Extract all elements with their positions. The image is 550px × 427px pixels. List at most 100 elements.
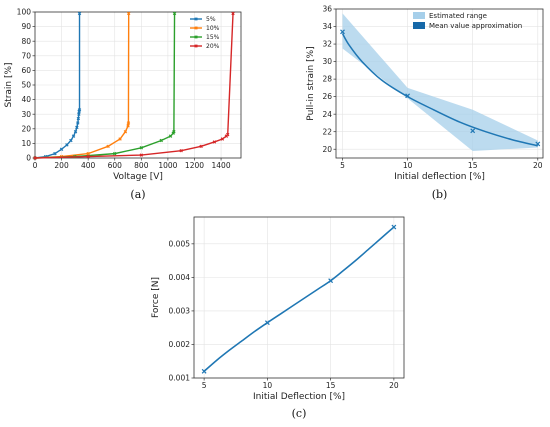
chart-b-ytick-label: 32 xyxy=(322,40,332,49)
chart-c-data-point xyxy=(264,320,270,326)
chart-a-series-2-point xyxy=(172,129,176,134)
chart-c-ytick-label: 0.002 xyxy=(169,340,191,349)
chart-a-series-0-point xyxy=(76,121,80,125)
chart-a-series-1-point xyxy=(126,121,131,125)
chart-a-series-0-point xyxy=(77,108,82,112)
chart-a-series-2-point xyxy=(113,151,117,156)
chart-a-series-3-point xyxy=(33,156,37,160)
chart-a-series-0-point xyxy=(76,116,81,121)
chart-a-series-1-point xyxy=(123,129,128,134)
chart-b-legend-swatch-band xyxy=(413,12,425,19)
chart-a-series-1-point xyxy=(106,144,110,149)
chart-a-xtick-label: 400 xyxy=(81,161,96,170)
chart-a-ytick-label: 70 xyxy=(21,51,31,60)
chart-a-series-0-point xyxy=(59,147,64,151)
chart-b-ytick-label: 20 xyxy=(322,145,332,154)
chart-a-caption: (a) xyxy=(130,188,145,201)
chart-b-xtick-label: 10 xyxy=(403,161,413,170)
chart-c-fit-line xyxy=(203,226,395,372)
chart-a-xtick-label: 0 xyxy=(33,161,38,170)
chart-a-ytick-label: 90 xyxy=(21,22,31,31)
chart-b-estimated-range xyxy=(342,13,538,151)
chart-c-frame xyxy=(193,216,405,379)
chart-a-series-3-point xyxy=(220,137,225,141)
chart-a-legend-label-3: 20% xyxy=(206,43,220,50)
chart-a-series-3-point xyxy=(231,11,235,16)
chart-b-data-point xyxy=(470,128,476,134)
chart-a-series-1-point xyxy=(126,11,131,16)
chart-a-series-2-line xyxy=(34,13,176,159)
chart-b-legend-label-line: Mean value approximation xyxy=(429,22,522,30)
chart-a-legend-marker-2 xyxy=(194,35,198,39)
chart-b-data-point xyxy=(535,141,541,147)
chart-a-ytick-label: 20 xyxy=(21,124,31,133)
chart-a-series-2-point xyxy=(172,11,177,16)
chart-a-series-0-point xyxy=(53,151,57,156)
chart-b-frame xyxy=(335,8,544,159)
chart-c-xtick-label: 10 xyxy=(263,381,273,390)
chart-a-ytick-label: 40 xyxy=(21,95,31,104)
chart-c-data-point xyxy=(201,368,207,374)
chart-a-series-3-point xyxy=(86,154,90,159)
chart-a-series-3-point xyxy=(199,144,203,149)
chart-a-ytick-label: 60 xyxy=(21,66,31,75)
chart-b-xtick-label: 5 xyxy=(340,161,345,170)
chart-b-ytick-label: 22 xyxy=(322,127,332,136)
chart-a-series-0-point xyxy=(69,138,73,143)
chart-a-series-1-point xyxy=(118,137,122,141)
chart-c-caption: (c) xyxy=(292,407,307,420)
chart-c-data-point xyxy=(391,224,397,230)
chart-a-ylabel: Strain [%] xyxy=(4,62,14,107)
chart-a-series-0-point xyxy=(77,112,81,116)
chart-a-axes: 0 200 400 600 800 1000 1200 1400 0 10 20 30 40 50 60 70… xyxy=(4,8,242,201)
chart-a-series-0-point xyxy=(65,143,69,147)
chart-c-xtick-label: 15 xyxy=(326,381,336,390)
chart-c-axes: 5 10 15 20 0.001 0.002 0.003 0.004 0.005 Initial … xyxy=(151,216,405,420)
chart-a-ytick-label: 0 xyxy=(26,154,31,163)
chart-a-legend-label-2: 15% xyxy=(206,34,220,41)
chart-b-ytick-label: 30 xyxy=(322,57,332,66)
chart-a-xtick-label: 1000 xyxy=(158,161,177,170)
chart-a-series-0-point xyxy=(77,11,82,16)
chart-c-xlabel: Initial Deflection [%] xyxy=(253,392,345,402)
chart-b-xtick-label: 20 xyxy=(533,161,543,170)
chart-a-legend-marker-0 xyxy=(194,17,198,21)
chart-a-xtick-label: 1200 xyxy=(185,161,204,170)
chart-a-series-1-point xyxy=(86,151,90,156)
chart-a-series-0-point xyxy=(71,134,76,138)
chart-a-series-0-point xyxy=(75,125,79,130)
chart-a-xtick-label: 800 xyxy=(134,161,149,170)
chart-b-fit-line xyxy=(341,33,538,147)
chart-c-ytick-label: 0.005 xyxy=(169,239,191,248)
chart-b-caption: (b) xyxy=(432,188,448,201)
chart-b-ytick-label: 36 xyxy=(322,5,332,14)
chart-a-series-2-point xyxy=(139,146,144,150)
chart-c-data-point xyxy=(328,278,334,284)
chart-a-ytick-label: 100 xyxy=(17,8,32,17)
chart-a-series-3-point xyxy=(139,153,144,157)
chart-c-ytick-label: 0.001 xyxy=(169,374,191,383)
chart-a-ytick-label: 50 xyxy=(21,81,31,90)
chart-a-series-2-point xyxy=(168,134,173,138)
chart-b-ytick-label: 26 xyxy=(322,92,332,101)
chart-c-xtick-label: 5 xyxy=(202,381,207,390)
chart-b-axes: 5 10 15 20 20 22 24 26 28 30 32 34 36 Initial deflect… xyxy=(306,5,544,201)
chart-a-legend-marker-1 xyxy=(194,26,198,30)
chart-a-legend-label-1: 10% xyxy=(206,25,220,32)
chart-b-ytick-label: 24 xyxy=(322,110,332,119)
chart-c-ylabel: Force [N] xyxy=(151,277,161,318)
chart-a-series-2-point xyxy=(159,138,163,143)
chart-b-ytick-label: 34 xyxy=(322,22,332,31)
chart-b-xlabel: Initial deflection [%] xyxy=(394,172,485,182)
chart-b-xtick-label: 15 xyxy=(468,161,478,170)
chart-b-legend-label-band: Estimated range xyxy=(429,12,487,20)
chart-a-ytick-label: 10 xyxy=(21,139,31,148)
chart-a-series-3-line xyxy=(34,13,234,159)
chart-a-series-3-point xyxy=(179,148,183,153)
chart-a-series-3-point xyxy=(225,132,230,137)
chart-a-xtick-label: 600 xyxy=(108,161,123,170)
chart-b-ylabel: Pull-in strain [%] xyxy=(306,46,316,120)
chart-c-ytick-label: 0.003 xyxy=(169,307,191,316)
chart-a-series-1-point xyxy=(126,124,130,128)
